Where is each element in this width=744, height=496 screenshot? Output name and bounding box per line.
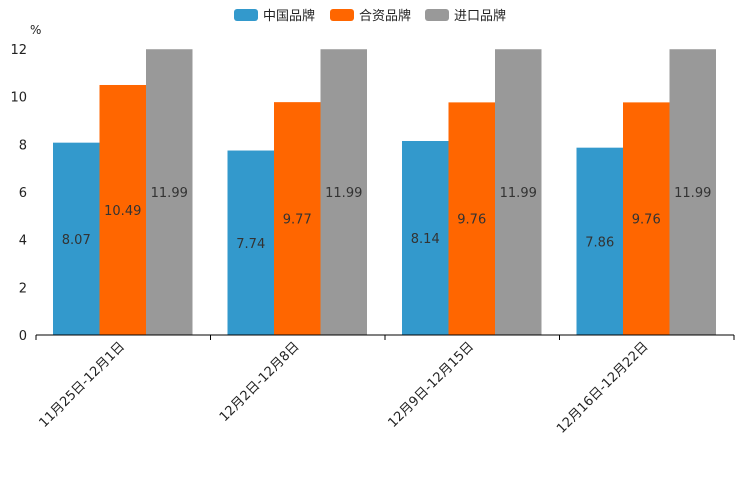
y-tick-label: 4 bbox=[19, 234, 27, 249]
y-tick-label: 6 bbox=[19, 186, 27, 201]
bar-value-label: 9.76 bbox=[632, 213, 661, 228]
y-tick-label: 12 bbox=[10, 43, 27, 58]
bar-2-4 bbox=[623, 102, 670, 336]
bar-value-label: 9.76 bbox=[457, 213, 486, 228]
x-axis-ticks: 11月25日-12月1日 12月2日-12月8日 12月9日-12月15日 12月16… bbox=[35, 335, 735, 437]
legend-swatch bbox=[234, 9, 258, 21]
bar-1-3 bbox=[402, 140, 449, 335]
bar-series bbox=[53, 49, 716, 336]
bar-2-2 bbox=[274, 102, 321, 335]
bar-value-label: 10.49 bbox=[104, 204, 141, 219]
bar-value-label: 8.14 bbox=[411, 232, 440, 247]
legend: 中国品牌 合资品牌 进口品牌 bbox=[234, 8, 506, 24]
y-tick-label: 0 bbox=[19, 329, 27, 344]
y-tick-label: 2 bbox=[19, 281, 27, 296]
legend-swatch bbox=[330, 9, 354, 21]
bar-value-label: 11.99 bbox=[151, 186, 188, 201]
bar-value-label: 11.99 bbox=[325, 186, 362, 201]
bar-3-4 bbox=[669, 49, 716, 335]
bar-2-1 bbox=[99, 84, 146, 335]
bar-value-label: 7.74 bbox=[236, 237, 265, 252]
x-category-label: 12月9日-12月15日 bbox=[385, 339, 477, 431]
legend-label: 合资品牌 bbox=[359, 8, 411, 24]
bar-value-label: 7.86 bbox=[585, 235, 614, 250]
x-category-label: 12月16日-12月22日 bbox=[554, 339, 651, 436]
bar-1-4 bbox=[576, 147, 623, 335]
y-tick-label: 8 bbox=[19, 138, 27, 153]
bar-value-label: 9.77 bbox=[283, 213, 312, 228]
legend-swatch bbox=[425, 9, 449, 21]
bar-2-3 bbox=[448, 102, 495, 336]
legend-label: 中国品牌 bbox=[263, 8, 315, 24]
bar-3-2 bbox=[320, 49, 367, 335]
x-category-label: 11月25日-12月1日 bbox=[36, 339, 128, 431]
bar-3-1 bbox=[146, 49, 193, 335]
bar-1-2 bbox=[227, 150, 274, 335]
y-axis-ticks: 0 2 4 6 8 10 12 bbox=[10, 43, 27, 344]
y-tick-label: 10 bbox=[10, 91, 27, 106]
bar-value-label: 11.99 bbox=[500, 186, 537, 201]
x-category-label: 12月2日-12月8日 bbox=[217, 339, 303, 425]
bar-1-1 bbox=[53, 142, 100, 335]
bar-value-label: 8.07 bbox=[62, 233, 91, 248]
bar-value-label: 11.99 bbox=[674, 186, 711, 201]
bar-data-labels: 8.07 10.49 11.99 7.74 9.77 11.99 8.14 9.76 11.99… bbox=[62, 186, 712, 252]
legend-label: 进口品牌 bbox=[454, 8, 506, 24]
y-axis-unit-label: % bbox=[30, 23, 41, 37]
bar-3-3 bbox=[495, 49, 542, 335]
